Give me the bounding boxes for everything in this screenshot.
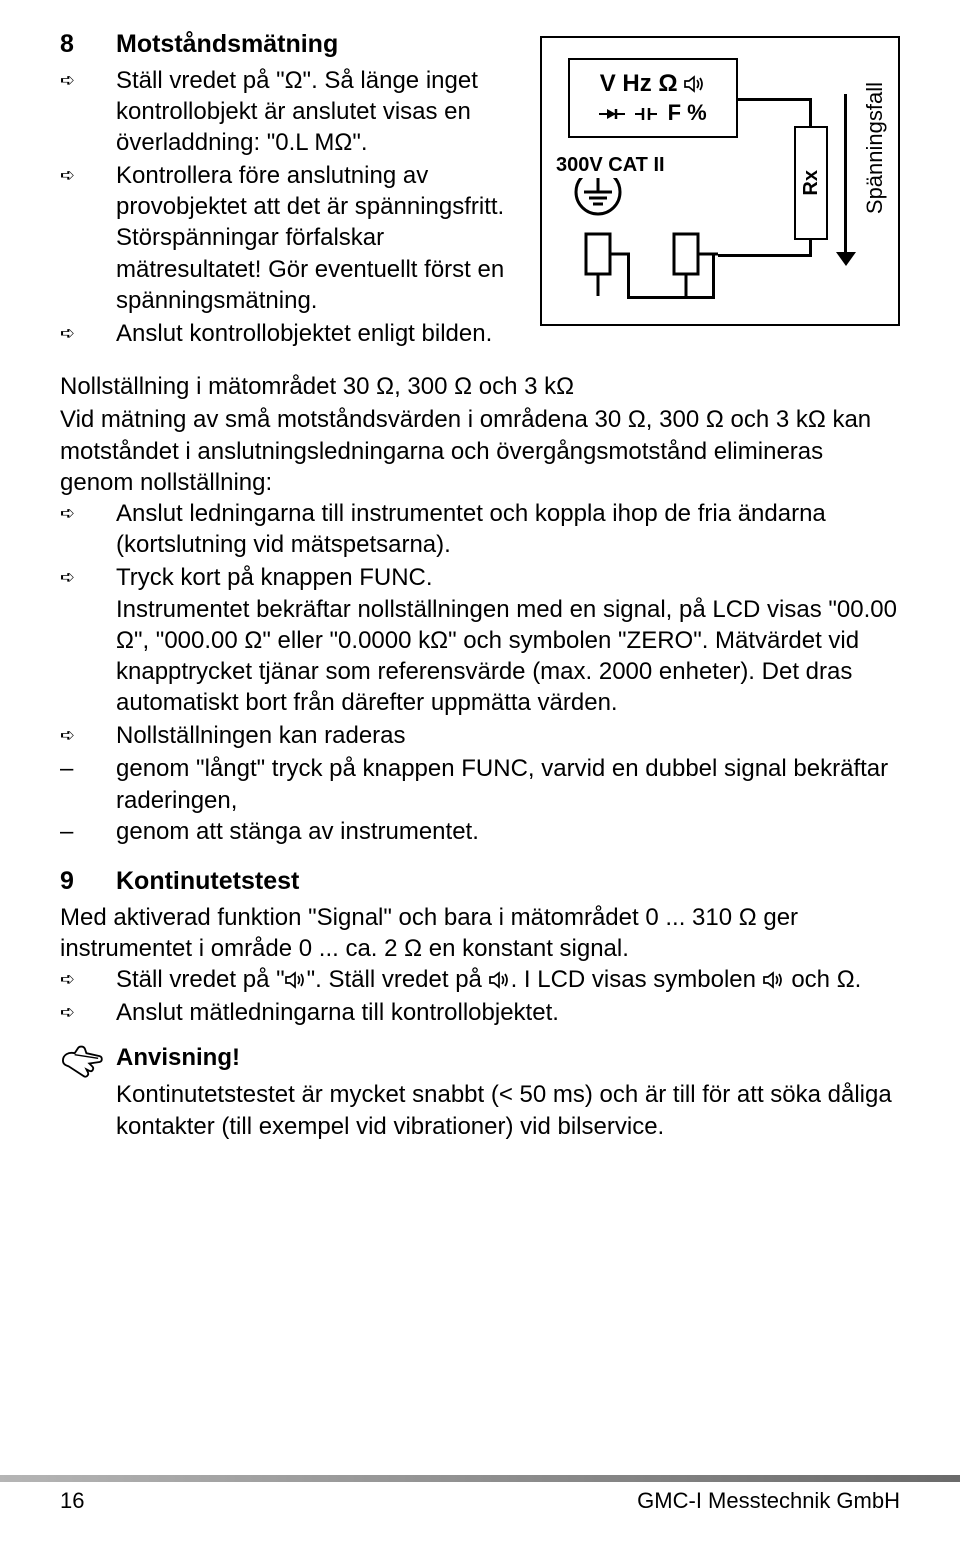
pointing-hand-icon bbox=[60, 1042, 104, 1082]
page-footer: 16 GMC-I Messtechnik GmbH bbox=[60, 1487, 900, 1516]
s9-intro: Med aktiverad funktion "Signal" och bara… bbox=[60, 902, 900, 964]
nullsetting-heading: Nollställning i mätområdet 30 Ω, 300 Ω o… bbox=[60, 371, 900, 402]
section-9-heading: 9 Kontinutetstest bbox=[60, 865, 900, 898]
note-box: Anvisning! Kontinutetstestet är mycket s… bbox=[60, 1042, 900, 1142]
section-8-number: 8 bbox=[60, 28, 116, 61]
voltage-drop-label: Spänningsfall bbox=[861, 82, 890, 214]
arrow-icon: ➪ bbox=[60, 498, 116, 560]
arrow-icon: ➪ bbox=[60, 720, 116, 751]
null-b1: ➪ Anslut ledningarna till instrumentet o… bbox=[60, 498, 900, 560]
section-8-title: Motståndsmätning bbox=[116, 28, 338, 61]
page-number: 16 bbox=[60, 1487, 84, 1516]
panel-line1: V Hz Ω bbox=[570, 68, 736, 99]
note-text: Kontinutetstestet är mycket snabbt (< 50… bbox=[116, 1079, 900, 1141]
s8-p2: Kontrollera före anslutning av provobjek… bbox=[116, 160, 520, 316]
footer-company: GMC-I Messtechnik GmbH bbox=[637, 1487, 900, 1516]
note-title: Anvisning! bbox=[116, 1042, 900, 1073]
arrow-down-icon bbox=[836, 252, 856, 266]
diode-icon bbox=[599, 107, 625, 121]
s8-bullet-2: ➪ Kontrollera före anslutning av provobj… bbox=[60, 160, 520, 316]
null-d1: – genom "långt" tryck på knappen FUNC, v… bbox=[60, 753, 900, 815]
arrow-icon: ➪ bbox=[60, 65, 116, 159]
sound-icon bbox=[489, 971, 511, 989]
s8-p3: Anslut kontrollobjektet enligt bilden. bbox=[116, 318, 520, 349]
arrow-icon: ➪ bbox=[60, 318, 116, 349]
rx-label: Rx bbox=[798, 170, 824, 196]
connection-diagram: V Hz Ω F % bbox=[540, 36, 900, 326]
section-9-title: Kontinutetstest bbox=[116, 865, 299, 898]
s8-p1: Ställ vredet på "Ω". Så länge inget kont… bbox=[116, 65, 520, 159]
null-b3: ➪ Nollställningen kan raderas bbox=[60, 720, 900, 751]
s8-bullet-3: ➪ Anslut kontrollobjektet enligt bilden. bbox=[60, 318, 520, 349]
null-d2: – genom att stänga av instrumentet. bbox=[60, 816, 900, 847]
sound-icon bbox=[763, 971, 785, 989]
arrow-icon: ➪ bbox=[60, 964, 116, 995]
panel-line2: F % bbox=[570, 99, 736, 128]
section-9-number: 9 bbox=[60, 865, 116, 898]
arrow-icon: ➪ bbox=[60, 997, 116, 1028]
null-b2b: Instrumentet bekräftar nollställningen m… bbox=[116, 596, 897, 717]
null-b2a: Tryck kort på knappen FUNC. bbox=[116, 564, 433, 591]
instrument-panel: V Hz Ω F % bbox=[568, 58, 738, 138]
cat-rating: 300V CAT II bbox=[556, 152, 665, 178]
nullsetting-intro: Vid mätning av små motståndsvärden i omr… bbox=[60, 404, 900, 498]
s9-b2: ➪ Anslut mätledningarna till kontrollobj… bbox=[60, 997, 900, 1028]
s9-b1: ➪ Ställ vredet på "". Ställ vredet på . … bbox=[60, 964, 900, 995]
section-8-heading: 8 Motståndsmätning bbox=[60, 28, 520, 61]
null-b2: ➪ Tryck kort på knappen FUNC. Instrument… bbox=[60, 562, 900, 718]
arrow-icon: ➪ bbox=[60, 160, 116, 316]
resistor-rx: Rx bbox=[794, 126, 828, 240]
terminal-icons bbox=[556, 178, 736, 308]
sound-icon bbox=[684, 75, 706, 93]
s8-bullet-1: ➪ Ställ vredet på "Ω". Så länge inget ko… bbox=[60, 65, 520, 159]
sound-icon bbox=[285, 971, 307, 989]
cap-icon bbox=[635, 107, 657, 121]
footer-bar bbox=[0, 1475, 960, 1482]
arrow-icon: ➪ bbox=[60, 562, 116, 718]
